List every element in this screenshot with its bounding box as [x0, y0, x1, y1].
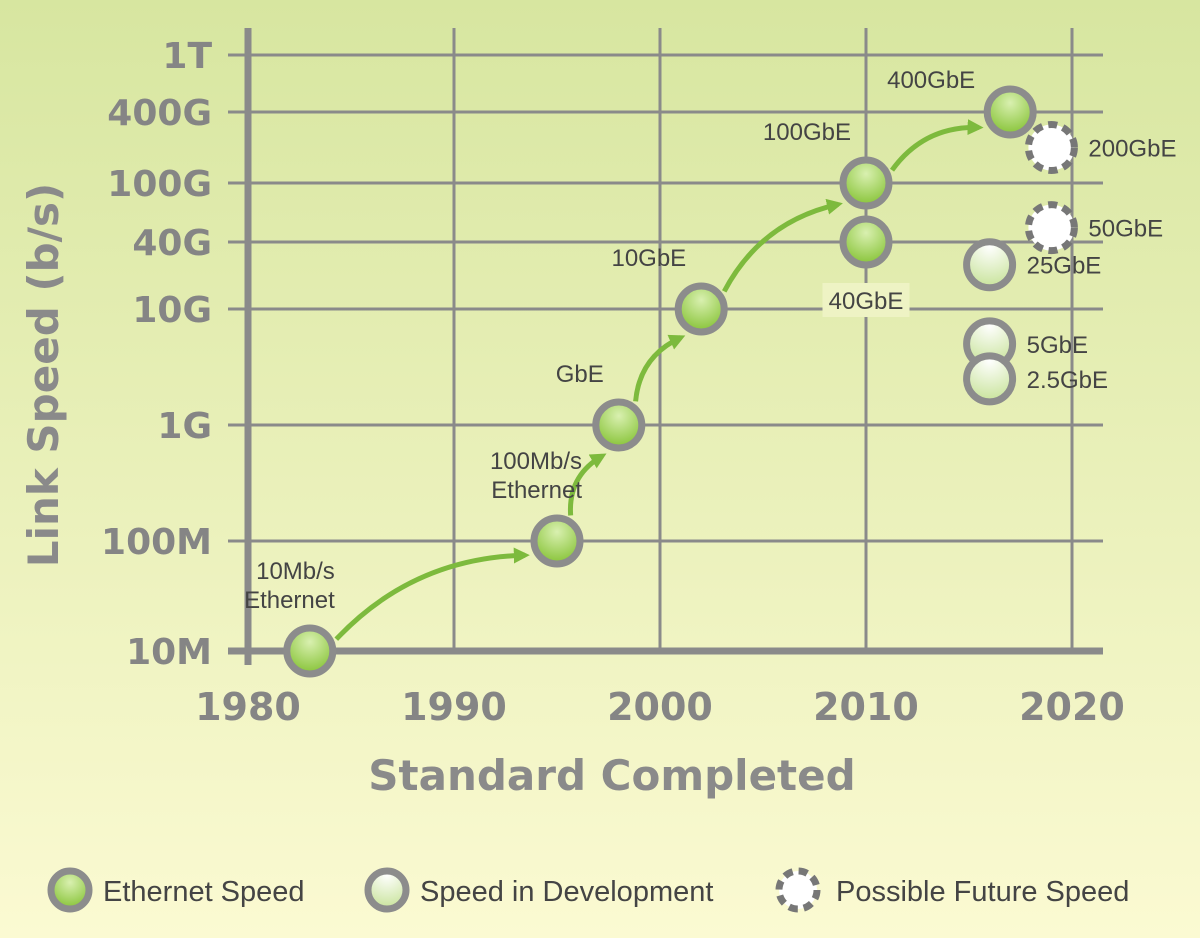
- legend-ethernet-label: Ethernet Speed: [103, 876, 305, 908]
- legend-ethernet-marker: [47, 867, 93, 913]
- y-tick-label: 40G: [132, 223, 212, 264]
- data-point-label: 10Mb/s Ethernet: [244, 558, 335, 614]
- ethernet-speed-marker: [983, 85, 1037, 139]
- x-axis-title: Standard Completed: [368, 751, 855, 800]
- grid: [228, 28, 1103, 665]
- development-speed-marker: [963, 352, 1017, 406]
- data-point-label: 25GbE: [1027, 253, 1102, 280]
- data-points: [283, 85, 1078, 678]
- data-point-label: 10GbE: [611, 245, 686, 272]
- ethernet-speed-marker: [839, 215, 893, 269]
- data-point-labels: 10Mb/s Ethernet 100Mb/s Ethernet GbE 10GbE 40G…: [244, 67, 1176, 614]
- x-tick-label: 2000: [607, 685, 713, 729]
- data-point-label: 40GbE: [829, 288, 904, 315]
- legend-development-marker: [364, 867, 410, 913]
- ethernet-speed-marker: [283, 624, 337, 678]
- data-point-label-background: [822, 283, 910, 317]
- data-point-label: 100Mb/s Ethernet: [490, 448, 582, 504]
- legend-future-marker: [775, 867, 821, 913]
- progression-arrow: [889, 119, 984, 172]
- x-tick-label: 1990: [401, 685, 507, 729]
- legend: Ethernet Speed Speed in Development Poss…: [47, 867, 1129, 913]
- x-tick-label: 2020: [1019, 685, 1125, 729]
- y-tick-label: 1G: [157, 406, 212, 447]
- ethernet-speed-marker: [530, 514, 584, 568]
- data-point-label: 400GbE: [887, 67, 975, 94]
- ethernet-speed-marker: [674, 282, 728, 336]
- y-axis-title: Link Speed (b/s): [19, 183, 68, 567]
- data-point-label: 5GbE: [1027, 332, 1088, 359]
- x-axis-ticks: 1980 1990 2000 2010 2020: [195, 685, 1125, 729]
- data-point-label: 200GbE: [1088, 136, 1176, 163]
- y-tick-label: 100M: [101, 522, 212, 563]
- data-point-label: 2.5GbE: [1027, 367, 1108, 394]
- data-point-label: 50GbE: [1088, 216, 1163, 243]
- progression-arrows: [334, 119, 984, 641]
- ethernet-speed-marker: [592, 398, 646, 452]
- y-tick-label: 10G: [132, 290, 212, 331]
- ethernet-speed-marker: [839, 156, 893, 210]
- y-tick-label: 10M: [126, 632, 212, 673]
- development-speed-marker: [963, 238, 1017, 292]
- progression-arrow: [633, 334, 686, 402]
- data-point-label: 100GbE: [763, 119, 851, 146]
- progression-arrow: [567, 453, 607, 516]
- progression-arrow: [722, 198, 843, 293]
- future-speed-marker: [1024, 201, 1078, 255]
- y-tick-label: 1T: [162, 36, 212, 77]
- data-point-label: GbE: [556, 361, 604, 388]
- legend-development-label: Speed in Development: [420, 876, 713, 908]
- x-tick-label: 2010: [813, 685, 919, 729]
- y-tick-label: 100G: [107, 164, 212, 205]
- y-axis-ticks: 10M 100M 1G 10G 40G 100G 400G 1T: [101, 36, 212, 673]
- future-speed-marker: [1024, 121, 1078, 174]
- x-tick-label: 1980: [195, 685, 301, 729]
- y-tick-label: 400G: [107, 93, 212, 134]
- progression-arrow: [334, 547, 530, 641]
- legend-future-label: Possible Future Speed: [836, 876, 1129, 908]
